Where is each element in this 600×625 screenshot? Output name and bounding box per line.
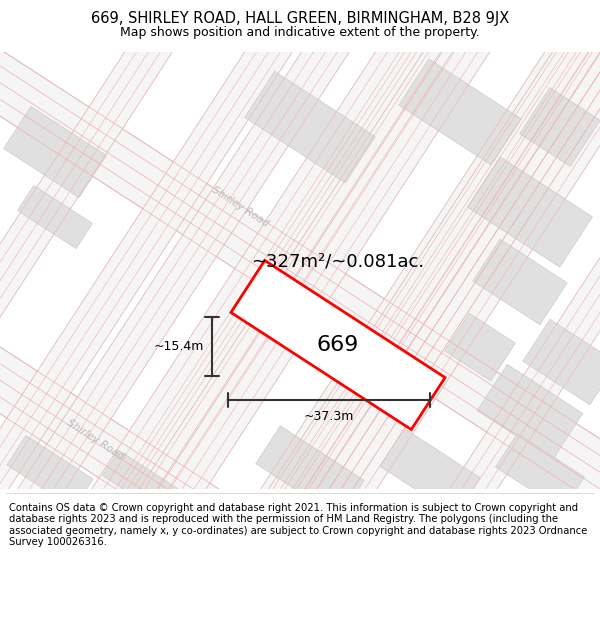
Polygon shape <box>256 426 364 518</box>
Polygon shape <box>23 0 600 625</box>
Polygon shape <box>380 429 480 516</box>
Polygon shape <box>477 364 583 459</box>
Polygon shape <box>17 186 92 249</box>
Text: ~327m²/~0.081ac.: ~327m²/~0.081ac. <box>251 253 425 271</box>
Polygon shape <box>467 157 592 267</box>
Polygon shape <box>7 436 93 509</box>
Text: Contains OS data © Crown copyright and database right 2021. This information is : Contains OS data © Crown copyright and d… <box>9 503 587 548</box>
Polygon shape <box>473 239 567 325</box>
Polygon shape <box>523 319 600 405</box>
Polygon shape <box>496 434 584 511</box>
Polygon shape <box>103 451 178 514</box>
Text: ~15.4m: ~15.4m <box>154 340 204 353</box>
Text: Shirley Road: Shirley Road <box>210 185 270 229</box>
Polygon shape <box>520 88 600 166</box>
Polygon shape <box>245 71 375 182</box>
Text: 669: 669 <box>317 335 359 355</box>
Polygon shape <box>445 313 515 381</box>
Polygon shape <box>399 59 521 165</box>
Polygon shape <box>4 106 106 198</box>
Text: 669, SHIRLEY ROAD, HALL GREEN, BIRMINGHAM, B28 9JX: 669, SHIRLEY ROAD, HALL GREEN, BIRMINGHA… <box>91 11 509 26</box>
Text: Map shows position and indicative extent of the property.: Map shows position and indicative extent… <box>120 26 480 39</box>
Polygon shape <box>231 261 445 429</box>
Polygon shape <box>3 0 600 625</box>
Text: ~37.3m: ~37.3m <box>304 410 354 423</box>
Text: Shirley Road: Shirley Road <box>65 418 125 462</box>
